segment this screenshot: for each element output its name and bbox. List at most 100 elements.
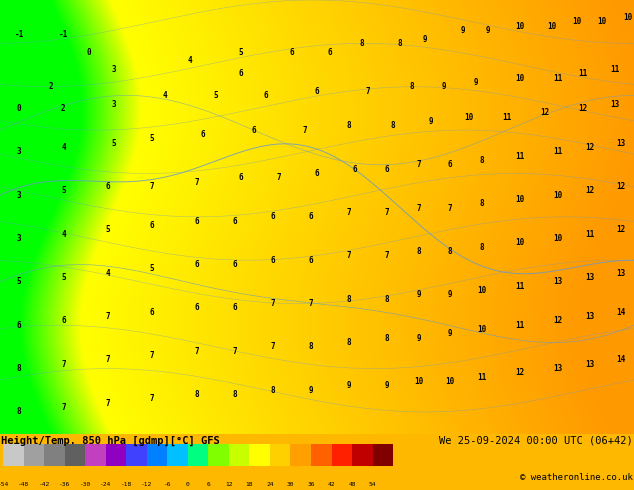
Text: 10: 10 [414, 377, 423, 386]
Text: 48: 48 [348, 482, 356, 487]
Text: 7: 7 [105, 312, 110, 321]
Text: 6: 6 [308, 212, 313, 221]
Text: 6: 6 [105, 182, 110, 191]
Text: 10: 10 [623, 13, 632, 22]
Text: 6: 6 [314, 169, 320, 178]
Text: We 25-09-2024 00:00 UTC (06+42): We 25-09-2024 00:00 UTC (06+42) [439, 435, 633, 445]
FancyBboxPatch shape [188, 444, 209, 466]
Text: 3: 3 [16, 191, 22, 199]
Text: 6: 6 [207, 482, 210, 487]
Text: 6: 6 [61, 317, 66, 325]
Text: 9: 9 [473, 78, 478, 87]
Text: 9: 9 [486, 26, 491, 35]
Text: 6: 6 [232, 260, 237, 269]
Text: 8: 8 [308, 343, 313, 351]
Text: 0: 0 [86, 48, 91, 56]
Text: 5: 5 [105, 225, 110, 234]
Text: 8: 8 [16, 408, 22, 416]
Text: 36: 36 [307, 482, 314, 487]
Text: 13: 13 [617, 139, 626, 147]
Text: 7: 7 [384, 251, 389, 260]
Text: 8: 8 [384, 334, 389, 343]
Text: 30: 30 [287, 482, 294, 487]
Text: 8: 8 [346, 121, 351, 130]
Text: 6: 6 [314, 87, 320, 96]
Text: 6: 6 [353, 165, 358, 173]
Text: 6: 6 [150, 221, 155, 230]
Text: 8: 8 [346, 294, 351, 304]
Text: 7: 7 [365, 87, 370, 96]
Text: 0: 0 [186, 482, 190, 487]
Text: 9: 9 [422, 34, 427, 44]
Text: 7: 7 [346, 208, 351, 217]
Text: 10: 10 [515, 195, 524, 204]
Text: 18: 18 [246, 482, 253, 487]
Text: 10: 10 [477, 325, 486, 334]
Text: -54: -54 [0, 482, 9, 487]
Text: 13: 13 [585, 312, 594, 321]
FancyBboxPatch shape [352, 444, 373, 466]
Text: 6: 6 [384, 165, 389, 173]
FancyBboxPatch shape [85, 444, 106, 466]
Text: 7: 7 [194, 178, 199, 187]
Text: 5: 5 [238, 48, 243, 56]
Text: 11: 11 [515, 282, 524, 291]
Text: 11: 11 [553, 147, 562, 156]
Text: 12: 12 [585, 186, 594, 196]
FancyBboxPatch shape [65, 444, 85, 466]
Text: 7: 7 [302, 125, 307, 135]
Text: 11: 11 [611, 65, 619, 74]
Text: -30: -30 [80, 482, 91, 487]
Text: 6: 6 [264, 91, 269, 100]
Text: 11: 11 [477, 373, 486, 382]
Text: 11: 11 [503, 113, 512, 122]
Text: © weatheronline.co.uk: © weatheronline.co.uk [520, 473, 633, 482]
Text: 6: 6 [194, 260, 199, 269]
Text: -6: -6 [164, 482, 171, 487]
Text: 9: 9 [448, 329, 453, 339]
Text: 6: 6 [251, 125, 256, 135]
Text: 13: 13 [617, 269, 626, 278]
Text: 7: 7 [150, 394, 155, 403]
Text: 0: 0 [16, 104, 22, 113]
Text: 6: 6 [232, 303, 237, 313]
Text: 13: 13 [585, 273, 594, 282]
Text: 8: 8 [346, 338, 351, 347]
Text: 8: 8 [359, 39, 364, 48]
Text: -48: -48 [18, 482, 29, 487]
Text: 8: 8 [397, 39, 402, 48]
Text: 8: 8 [232, 390, 237, 399]
FancyBboxPatch shape [311, 444, 332, 466]
Text: 7: 7 [276, 173, 281, 182]
Text: 7: 7 [61, 360, 66, 369]
Text: 9: 9 [429, 117, 434, 126]
Text: 14: 14 [617, 355, 626, 365]
Text: 3: 3 [16, 234, 22, 243]
Text: 8: 8 [410, 82, 415, 91]
Text: 12: 12 [541, 108, 550, 117]
Text: 9: 9 [384, 381, 389, 391]
Text: 8: 8 [416, 247, 421, 256]
Text: 7: 7 [105, 399, 110, 408]
FancyBboxPatch shape [290, 444, 311, 466]
Text: 9: 9 [460, 26, 465, 35]
Text: -12: -12 [141, 482, 152, 487]
Text: 10: 10 [477, 286, 486, 295]
Text: 12: 12 [515, 368, 524, 377]
Text: 12: 12 [617, 225, 626, 234]
Text: 8: 8 [384, 294, 389, 304]
Text: 6: 6 [16, 321, 22, 330]
Text: -24: -24 [100, 482, 112, 487]
Text: 10: 10 [515, 22, 524, 30]
Text: -1: -1 [15, 30, 23, 39]
Text: 9: 9 [416, 291, 421, 299]
FancyBboxPatch shape [373, 444, 393, 466]
Text: 7: 7 [270, 343, 275, 351]
Text: 7: 7 [416, 204, 421, 213]
Text: 54: 54 [369, 482, 377, 487]
FancyBboxPatch shape [147, 444, 167, 466]
Text: 6: 6 [270, 256, 275, 265]
Text: 7: 7 [448, 204, 453, 213]
Text: 11: 11 [515, 151, 524, 161]
Text: 7: 7 [150, 182, 155, 191]
